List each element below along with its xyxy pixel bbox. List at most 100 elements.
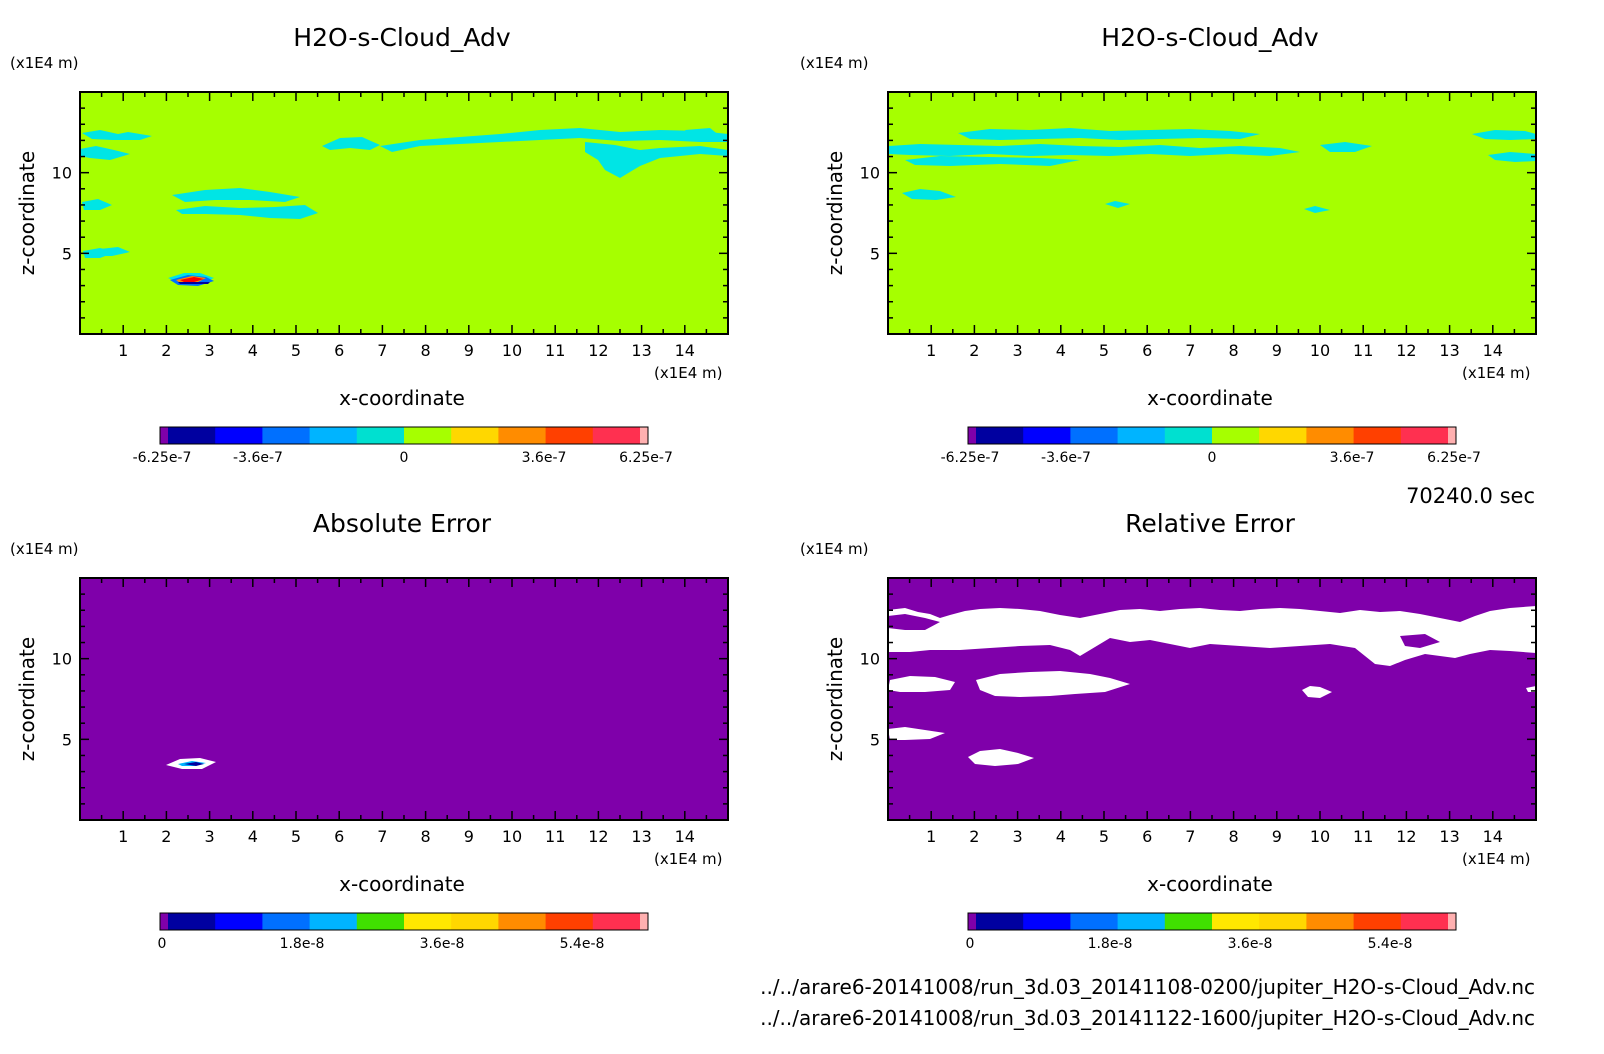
y-axis-label: z-coordinate bbox=[823, 637, 847, 761]
x-tick-label: 5 bbox=[1099, 341, 1109, 360]
colorbar-swatch bbox=[168, 913, 216, 930]
x-tick-label: 7 bbox=[1185, 341, 1195, 360]
x-tick-label: 9 bbox=[464, 341, 474, 360]
x-tick-label: 12 bbox=[1396, 341, 1416, 360]
x-tick-label: 9 bbox=[464, 827, 474, 846]
colorbar-tick-label: 1.8e-8 bbox=[1088, 936, 1133, 952]
x-tick-label: 4 bbox=[248, 827, 258, 846]
x-tick-label: 8 bbox=[421, 827, 431, 846]
colorbar-swatches bbox=[160, 427, 649, 444]
colorbar-swatch bbox=[356, 913, 405, 930]
x-axis-label: x-coordinate bbox=[1147, 872, 1273, 896]
tick-marks bbox=[79, 91, 729, 335]
x-tick-label: 8 bbox=[1229, 341, 1239, 360]
x-tick-label: 4 bbox=[248, 341, 258, 360]
colorbar-swatch bbox=[1023, 427, 1071, 444]
colorbar-swatch bbox=[1212, 427, 1260, 444]
x-unit-label: (x1E4 m) bbox=[1462, 850, 1531, 868]
colorbar-swatch bbox=[1306, 427, 1355, 444]
field-background bbox=[888, 92, 1536, 334]
x-tick-label: 12 bbox=[588, 827, 608, 846]
colorbar-swatch bbox=[1070, 913, 1119, 930]
y-tick-label: 5 bbox=[62, 244, 72, 263]
colorbar-tick-label: 0 bbox=[1208, 450, 1217, 466]
x-tick-label: 6 bbox=[1142, 341, 1152, 360]
cyan-contours bbox=[80, 128, 728, 284]
colorbar-swatch bbox=[545, 427, 594, 444]
colorbar-swatch bbox=[309, 427, 358, 444]
x-tick-label: 13 bbox=[1439, 827, 1459, 846]
colorbar-swatch bbox=[1117, 427, 1166, 444]
y-axis-label: z-coordinate bbox=[15, 151, 39, 275]
colorbar-swatch bbox=[1400, 427, 1449, 444]
panel-title: Absolute Error bbox=[313, 509, 492, 538]
colorbar-swatches bbox=[160, 913, 649, 930]
colorbar-swatch bbox=[640, 913, 649, 930]
colorbar-tick-label: 3.6e-8 bbox=[1228, 936, 1273, 952]
x-tick-label: 10 bbox=[1310, 827, 1330, 846]
x-tick-label: 1 bbox=[926, 341, 936, 360]
x-tick-label: 14 bbox=[1483, 827, 1503, 846]
colorbar-tick-label: 0 bbox=[158, 936, 167, 952]
x-tick-label: 6 bbox=[334, 341, 344, 360]
y-unit-label: (x1E4 m) bbox=[800, 540, 869, 558]
colorbar-swatches bbox=[968, 913, 1457, 930]
cyan-contours bbox=[888, 128, 1536, 213]
x-tick-label: 14 bbox=[675, 341, 695, 360]
panel-bottom-left: Absolute Error (x1E4 m) 1 2 3 4 5 6 7 8 9 10 11 12 1… bbox=[10, 509, 729, 952]
heatmap-field bbox=[888, 578, 1536, 820]
y-tick-label: 10 bbox=[860, 164, 880, 183]
x-tick-label: 1 bbox=[118, 341, 128, 360]
colorbar-frame bbox=[159, 426, 649, 445]
x-tick-label: 13 bbox=[1439, 341, 1459, 360]
y-axis-label: z-coordinate bbox=[15, 637, 39, 761]
colorbar-swatch bbox=[592, 427, 641, 444]
x-tick-label: 5 bbox=[1099, 827, 1109, 846]
x-tick-label: 14 bbox=[1483, 341, 1503, 360]
colorbar-swatch bbox=[160, 913, 169, 930]
undefined-regions bbox=[888, 606, 1536, 766]
y-tick-label: 5 bbox=[870, 730, 880, 749]
colorbar-tick-label: 6.25e-7 bbox=[619, 450, 673, 466]
x-tick-label: 2 bbox=[969, 341, 979, 360]
x-tick-label: 13 bbox=[631, 341, 651, 360]
colorbar-tick-label: -6.25e-7 bbox=[133, 450, 192, 466]
colorbar-swatch bbox=[545, 913, 594, 930]
colorbar-swatch bbox=[1259, 427, 1307, 444]
field-background bbox=[80, 578, 728, 820]
colorbar-swatch bbox=[1023, 913, 1071, 930]
colorbar-swatch bbox=[262, 913, 311, 930]
x-tick-label: 2 bbox=[969, 827, 979, 846]
colorbar-swatch bbox=[1448, 913, 1457, 930]
panel-title: Relative Error bbox=[1125, 509, 1295, 538]
colorbar-swatch bbox=[976, 427, 1024, 444]
x-tick-label: 10 bbox=[502, 827, 522, 846]
colorbar-swatch bbox=[1448, 427, 1457, 444]
heatmap-field bbox=[888, 92, 1536, 334]
colorbar-tick-label: 3.6e-7 bbox=[522, 450, 567, 466]
colorbar-swatch bbox=[968, 427, 977, 444]
x-tick-label: 1 bbox=[118, 827, 128, 846]
x-tick-label: 6 bbox=[1142, 827, 1152, 846]
x-tick-label: 11 bbox=[545, 827, 565, 846]
x-tick-label: 2 bbox=[161, 827, 171, 846]
x-tick-label: 7 bbox=[377, 341, 387, 360]
colorbar-tick-label: 6.25e-7 bbox=[1427, 450, 1481, 466]
colorbar-swatch bbox=[1070, 427, 1119, 444]
colorbar-tick-label: 3.6e-7 bbox=[1330, 450, 1375, 466]
x-tick-label: 8 bbox=[1229, 827, 1239, 846]
x-tick-label: 12 bbox=[1396, 827, 1416, 846]
y-unit-label: (x1E4 m) bbox=[800, 54, 869, 72]
time-label: 70240.0 sec bbox=[1406, 484, 1535, 508]
x-tick-label: 9 bbox=[1272, 827, 1282, 846]
x-tick-label: 1 bbox=[926, 827, 936, 846]
x-axis-label: x-coordinate bbox=[1147, 386, 1273, 410]
colorbar-swatch bbox=[1212, 913, 1260, 930]
colorbar-swatch bbox=[498, 427, 547, 444]
colorbar-swatch bbox=[1164, 913, 1213, 930]
colorbar: -6.25e-7 -3.6e-7 0 3.6e-7 6.25e-7 bbox=[941, 426, 1481, 466]
